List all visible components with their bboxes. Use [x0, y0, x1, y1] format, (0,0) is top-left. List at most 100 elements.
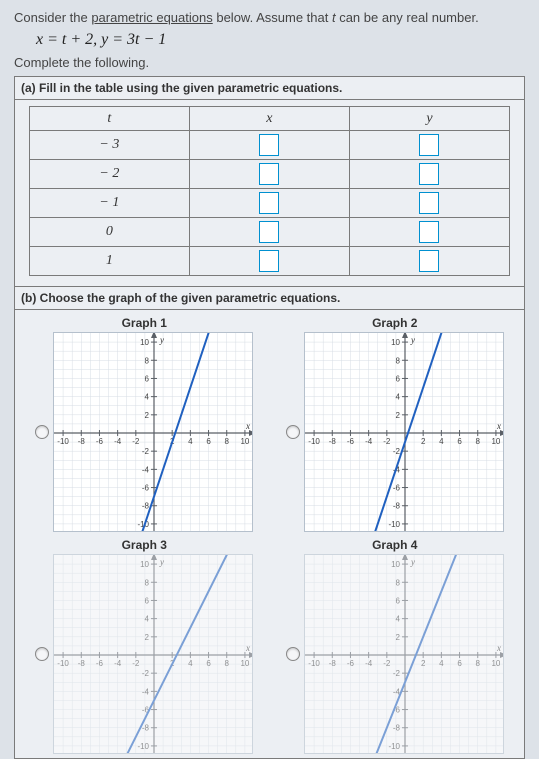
y-cell — [349, 218, 509, 247]
part-a-header: (a) Fill in the table using the given pa… — [15, 77, 524, 100]
graph-plot: -10-8-6-4-2246810108642-2-4-6-8-10yx — [53, 332, 253, 532]
graph-radio[interactable] — [286, 425, 300, 439]
y-cell — [349, 189, 509, 218]
intro-tail: below. Assume that — [213, 10, 332, 25]
x-cell — [189, 189, 349, 218]
svg-text:-6: -6 — [142, 484, 150, 493]
table-row: − 2 — [30, 160, 510, 189]
svg-text:2: 2 — [145, 411, 150, 420]
svg-text:-8: -8 — [393, 724, 401, 733]
x-cell — [189, 218, 349, 247]
table-col-t: t — [30, 107, 190, 131]
svg-text:-4: -4 — [142, 465, 150, 474]
svg-text:y: y — [410, 335, 415, 345]
answer-input[interactable] — [419, 250, 439, 272]
svg-text:-4: -4 — [365, 659, 373, 668]
graph-title: Graph 3 — [23, 538, 266, 552]
y-cell — [349, 247, 509, 276]
svg-text:8: 8 — [225, 659, 230, 668]
parametric-table: txy − 3− 2− 101 — [29, 106, 510, 276]
svg-text:-8: -8 — [393, 502, 401, 511]
svg-text:10: 10 — [491, 437, 500, 446]
y-cell — [349, 160, 509, 189]
svg-text:-8: -8 — [328, 437, 336, 446]
svg-text:-6: -6 — [347, 437, 355, 446]
graph-plot: -10-8-6-4-2246810108642-2-4-6-8-10yx — [304, 554, 504, 754]
svg-text:y: y — [159, 335, 164, 345]
t-cell: − 1 — [30, 189, 190, 218]
graph-plot: -10-8-6-4-2246810108642-2-4-6-8-10yx — [304, 332, 504, 532]
svg-text:-4: -4 — [365, 437, 373, 446]
answer-input[interactable] — [419, 163, 439, 185]
svg-text:-2: -2 — [393, 669, 401, 678]
svg-text:10: 10 — [140, 560, 149, 569]
answer-input[interactable] — [419, 134, 439, 156]
svg-text:x: x — [496, 643, 501, 653]
answer-input[interactable] — [259, 163, 279, 185]
svg-text:-8: -8 — [78, 437, 86, 446]
svg-text:6: 6 — [395, 374, 400, 383]
answer-input[interactable] — [419, 192, 439, 214]
svg-text:10: 10 — [140, 338, 149, 347]
answer-input[interactable] — [259, 134, 279, 156]
part-b-header: (b) Choose the graph of the given parame… — [15, 286, 524, 310]
part-a-body: txy − 3− 2− 101 — [15, 100, 524, 286]
svg-text:-8: -8 — [142, 502, 150, 511]
svg-text:8: 8 — [395, 356, 400, 365]
svg-text:2: 2 — [395, 633, 400, 642]
svg-text:4: 4 — [145, 393, 150, 402]
svg-text:-6: -6 — [347, 659, 355, 668]
svg-text:6: 6 — [207, 659, 212, 668]
graph-option: Graph 3-10-8-6-4-2246810108642-2-4-6-8-1… — [19, 536, 270, 758]
svg-text:-10: -10 — [308, 437, 320, 446]
table-row: − 3 — [30, 131, 510, 160]
graph-radio[interactable] — [35, 647, 49, 661]
x-cell — [189, 160, 349, 189]
svg-text:x: x — [496, 421, 501, 431]
intro-underline: parametric equations — [91, 10, 212, 25]
t-cell: − 3 — [30, 131, 190, 160]
answer-input[interactable] — [259, 250, 279, 272]
graph-option: Graph 2-10-8-6-4-2246810108642-2-4-6-8-1… — [270, 314, 521, 536]
answer-input[interactable] — [259, 192, 279, 214]
graph-radio[interactable] — [35, 425, 49, 439]
answer-input[interactable] — [259, 221, 279, 243]
svg-text:-2: -2 — [393, 447, 401, 456]
svg-text:4: 4 — [395, 615, 400, 624]
intro-text: Consider the parametric equations below.… — [14, 10, 525, 25]
svg-text:-8: -8 — [78, 659, 86, 668]
svg-text:-8: -8 — [142, 724, 150, 733]
svg-text:8: 8 — [475, 437, 480, 446]
svg-text:8: 8 — [475, 659, 480, 668]
answer-input[interactable] — [419, 221, 439, 243]
main-problem-box: (a) Fill in the table using the given pa… — [14, 76, 525, 759]
svg-text:-10: -10 — [388, 742, 400, 751]
svg-text:10: 10 — [391, 338, 400, 347]
svg-text:-10: -10 — [138, 742, 150, 751]
svg-text:2: 2 — [421, 659, 426, 668]
svg-text:6: 6 — [395, 596, 400, 605]
svg-text:10: 10 — [241, 659, 250, 668]
graph-title: Graph 1 — [23, 316, 266, 330]
svg-text:4: 4 — [145, 615, 150, 624]
intro-tail2: can be any real number. — [336, 10, 479, 25]
svg-text:-2: -2 — [133, 437, 141, 446]
svg-text:-4: -4 — [114, 659, 122, 668]
svg-text:2: 2 — [395, 411, 400, 420]
svg-text:-2: -2 — [383, 659, 391, 668]
svg-text:-10: -10 — [388, 520, 400, 529]
graph-title: Graph 4 — [274, 538, 517, 552]
svg-text:y: y — [410, 557, 415, 567]
graph-radio[interactable] — [286, 647, 300, 661]
svg-text:8: 8 — [225, 437, 230, 446]
svg-text:4: 4 — [188, 437, 193, 446]
svg-text:4: 4 — [439, 437, 444, 446]
svg-text:x: x — [245, 643, 250, 653]
svg-text:-2: -2 — [383, 437, 391, 446]
svg-text:-10: -10 — [58, 437, 70, 446]
svg-text:-6: -6 — [96, 659, 104, 668]
svg-text:x: x — [245, 421, 250, 431]
svg-text:6: 6 — [207, 437, 212, 446]
complete-label: Complete the following. — [14, 55, 525, 70]
svg-text:6: 6 — [145, 596, 150, 605]
